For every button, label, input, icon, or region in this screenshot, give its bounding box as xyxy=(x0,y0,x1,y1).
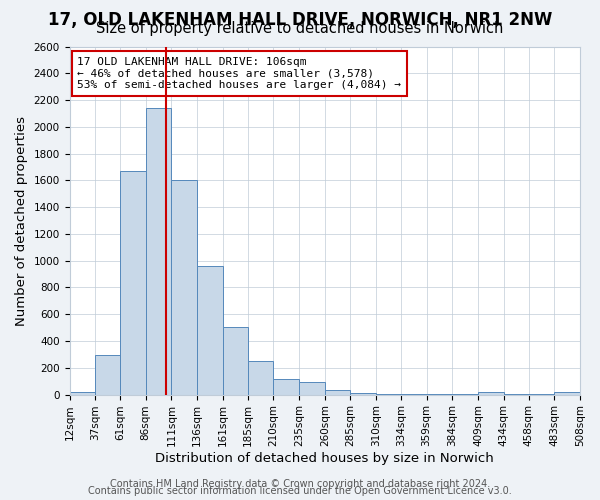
Bar xyxy=(554,392,580,394)
Bar xyxy=(248,361,274,394)
Text: Contains public sector information licensed under the Open Government Licence v3: Contains public sector information licen… xyxy=(88,486,512,496)
Bar xyxy=(478,392,504,394)
Bar xyxy=(299,382,325,394)
Y-axis label: Number of detached properties: Number of detached properties xyxy=(15,116,28,326)
Bar xyxy=(172,180,197,394)
Text: Contains HM Land Registry data © Crown copyright and database right 2024.: Contains HM Land Registry data © Crown c… xyxy=(110,479,490,489)
Text: 17 OLD LAKENHAM HALL DRIVE: 106sqm
← 46% of detached houses are smaller (3,578)
: 17 OLD LAKENHAM HALL DRIVE: 106sqm ← 46%… xyxy=(77,57,401,90)
X-axis label: Distribution of detached houses by size in Norwich: Distribution of detached houses by size … xyxy=(155,452,494,465)
Bar xyxy=(197,266,223,394)
Bar xyxy=(95,355,120,395)
Bar xyxy=(146,108,172,395)
Bar xyxy=(325,390,350,394)
Bar xyxy=(120,171,146,394)
Text: Size of property relative to detached houses in Norwich: Size of property relative to detached ho… xyxy=(97,22,503,36)
Bar xyxy=(70,392,95,394)
Text: 17, OLD LAKENHAM HALL DRIVE, NORWICH, NR1 2NW: 17, OLD LAKENHAM HALL DRIVE, NORWICH, NR… xyxy=(48,11,552,29)
Bar xyxy=(223,327,248,394)
Bar xyxy=(274,378,299,394)
